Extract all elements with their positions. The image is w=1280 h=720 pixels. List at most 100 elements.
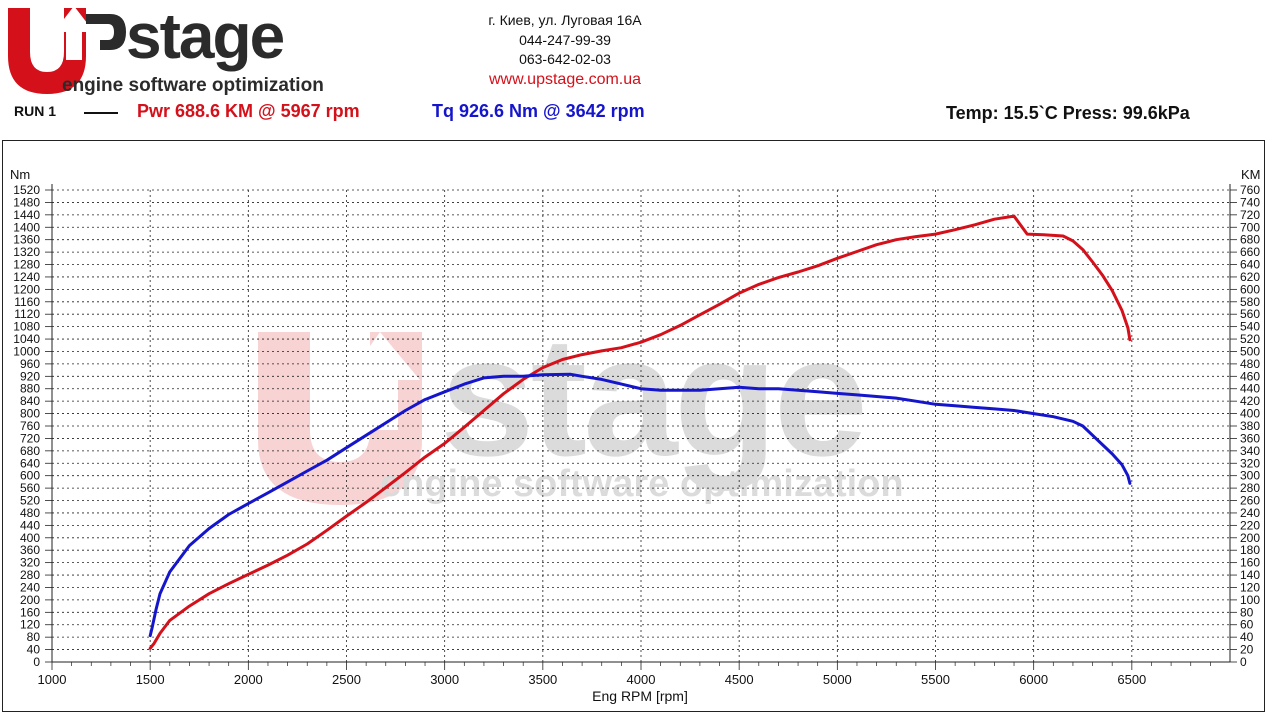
x-tick-label: 2500 [332, 672, 361, 687]
y-tick-label-right: 0 [1240, 655, 1247, 669]
series-line-tq [148, 372, 1132, 638]
x-tick-label: 5500 [921, 672, 950, 687]
y-tick-label-left: 360 [20, 543, 40, 557]
y-tick-label-left: 400 [20, 531, 40, 545]
website-link[interactable]: www.upstage.com.ua [488, 71, 642, 88]
y-tick-label-right: 260 [1240, 494, 1260, 508]
y-tick-label-right: 680 [1240, 233, 1260, 247]
y-tick-label-right: 100 [1240, 593, 1260, 607]
y-tick-label-left: 880 [20, 382, 40, 396]
y-tick-label-right: 420 [1240, 394, 1260, 408]
y-tick-label-right: 620 [1240, 270, 1260, 284]
x-tick-label: 3500 [528, 672, 557, 687]
watermark-stage-text: stage [440, 302, 864, 492]
y-tick-label-right: 700 [1240, 220, 1260, 234]
grid [52, 189, 1230, 662]
y-tick-label-right: 180 [1240, 543, 1260, 557]
y-tick-label-left: 1400 [13, 220, 40, 234]
x-tick-label: 2000 [234, 672, 263, 687]
y-tick-label-left: 680 [20, 444, 40, 458]
logo-slogan: engine software optimization [62, 75, 324, 96]
y-tick-label-left: 80 [27, 630, 41, 644]
y-tick-label-left: 1160 [14, 295, 40, 309]
x-tick-label: 5000 [823, 672, 852, 687]
y-tick-label-left: 1520 [13, 183, 40, 197]
y-tick-label-right: 500 [1240, 344, 1260, 358]
y-tick-label-right: 80 [1240, 605, 1254, 619]
torque-summary: Tq 926.6 Nm @ 3642 rpm [432, 101, 645, 121]
y-tick-label-right: 580 [1240, 295, 1260, 309]
y-axis-label-right: KM [1241, 167, 1261, 182]
y-tick-label-left: 440 [20, 518, 40, 532]
y-tick-label-left: 480 [20, 506, 40, 520]
y-tick-label-left: 280 [20, 568, 40, 582]
y-tick-label-right: 280 [1240, 481, 1260, 495]
watermark-logo: stage engine software optimization [258, 302, 904, 505]
run-label: RUN 1 [14, 103, 57, 119]
phone-1: 044-247-99-39 [519, 32, 611, 48]
y-tick-label-left: 320 [20, 556, 40, 570]
y-tick-label-left: 640 [20, 456, 40, 470]
run-legend-line [84, 112, 118, 114]
y-tick-label-left: 1080 [13, 320, 40, 334]
y-tick-label-right: 740 [1240, 195, 1260, 209]
x-tick-label: 1000 [38, 672, 67, 687]
y-tick-label-right: 120 [1240, 580, 1260, 594]
y-tick-label-left: 40 [27, 643, 41, 657]
y-tick-label-right: 220 [1240, 518, 1260, 532]
y-tick-label-right: 320 [1240, 456, 1260, 470]
y-tick-label-right: 720 [1240, 208, 1260, 222]
phone-2: 063-642-02-03 [519, 51, 611, 67]
y-tick-label-right: 480 [1240, 357, 1260, 371]
y-tick-label-left: 560 [20, 481, 40, 495]
watermark-arrow-icon [346, 332, 420, 430]
y-tick-label-left: 1440 [13, 208, 40, 222]
x-tick-label: 4500 [725, 672, 754, 687]
y-axis-label-left: Nm [10, 167, 30, 182]
y-tick-label-right: 240 [1240, 506, 1260, 520]
y-tick-label-right: 340 [1240, 444, 1260, 458]
y-tick-label-right: 760 [1240, 183, 1260, 197]
y-tick-label-left: 1240 [13, 270, 40, 284]
y-tick-label-left: 200 [20, 593, 40, 607]
y-tick-label-left: 0 [33, 655, 40, 669]
conditions-summary: Temp: 15.5`C Press: 99.6kPa [946, 103, 1190, 123]
x-tick-label: 1500 [136, 672, 165, 687]
y-tick-label-right: 560 [1240, 307, 1260, 321]
y-tick-label-left: 960 [20, 357, 40, 371]
y-tick-label-right: 360 [1240, 431, 1260, 445]
series [148, 214, 1132, 650]
y-tick-label-left: 240 [20, 580, 40, 594]
y-tick-label-left: 760 [20, 419, 40, 433]
y-tick-label-left: 1280 [13, 258, 40, 272]
y-tick-label-left: 920 [20, 369, 40, 383]
y-tick-label-left: 1480 [13, 195, 40, 209]
x-tick-label: 6500 [1117, 672, 1146, 687]
logo-arrow-icon [54, 6, 94, 60]
y-tick-label-right: 400 [1240, 407, 1260, 421]
x-tick-label: 6000 [1019, 672, 1048, 687]
y-tick-label-right: 440 [1240, 382, 1260, 396]
y-tick-label-left: 720 [20, 431, 40, 445]
power-summary: Pwr 688.6 KM @ 5967 rpm [137, 101, 360, 121]
y-tick-label-left: 1320 [13, 245, 40, 259]
y-tick-label-right: 660 [1240, 245, 1260, 259]
y-tick-label-left: 800 [20, 407, 40, 421]
y-tick-label-left: 520 [20, 494, 40, 508]
y-tick-label-left: 840 [20, 394, 40, 408]
y-tick-label-left: 1040 [13, 332, 40, 346]
y-tick-label-right: 540 [1240, 320, 1260, 334]
y-tick-label-right: 140 [1240, 568, 1260, 582]
y-tick-label-right: 460 [1240, 369, 1260, 383]
watermark-slogan: engine software optimization [380, 463, 904, 505]
y-tick-label-right: 640 [1240, 258, 1260, 272]
y-tick-label-left: 600 [20, 469, 40, 483]
series-line-pwr [148, 214, 1132, 650]
watermark-u-shape [258, 332, 422, 505]
chart-frame [2, 140, 1265, 712]
y-tick-label-right: 380 [1240, 419, 1260, 433]
y-tick-label-right: 520 [1240, 332, 1260, 346]
y-tick-label-right: 200 [1240, 531, 1260, 545]
y-tick-label-left: 1120 [14, 307, 40, 321]
